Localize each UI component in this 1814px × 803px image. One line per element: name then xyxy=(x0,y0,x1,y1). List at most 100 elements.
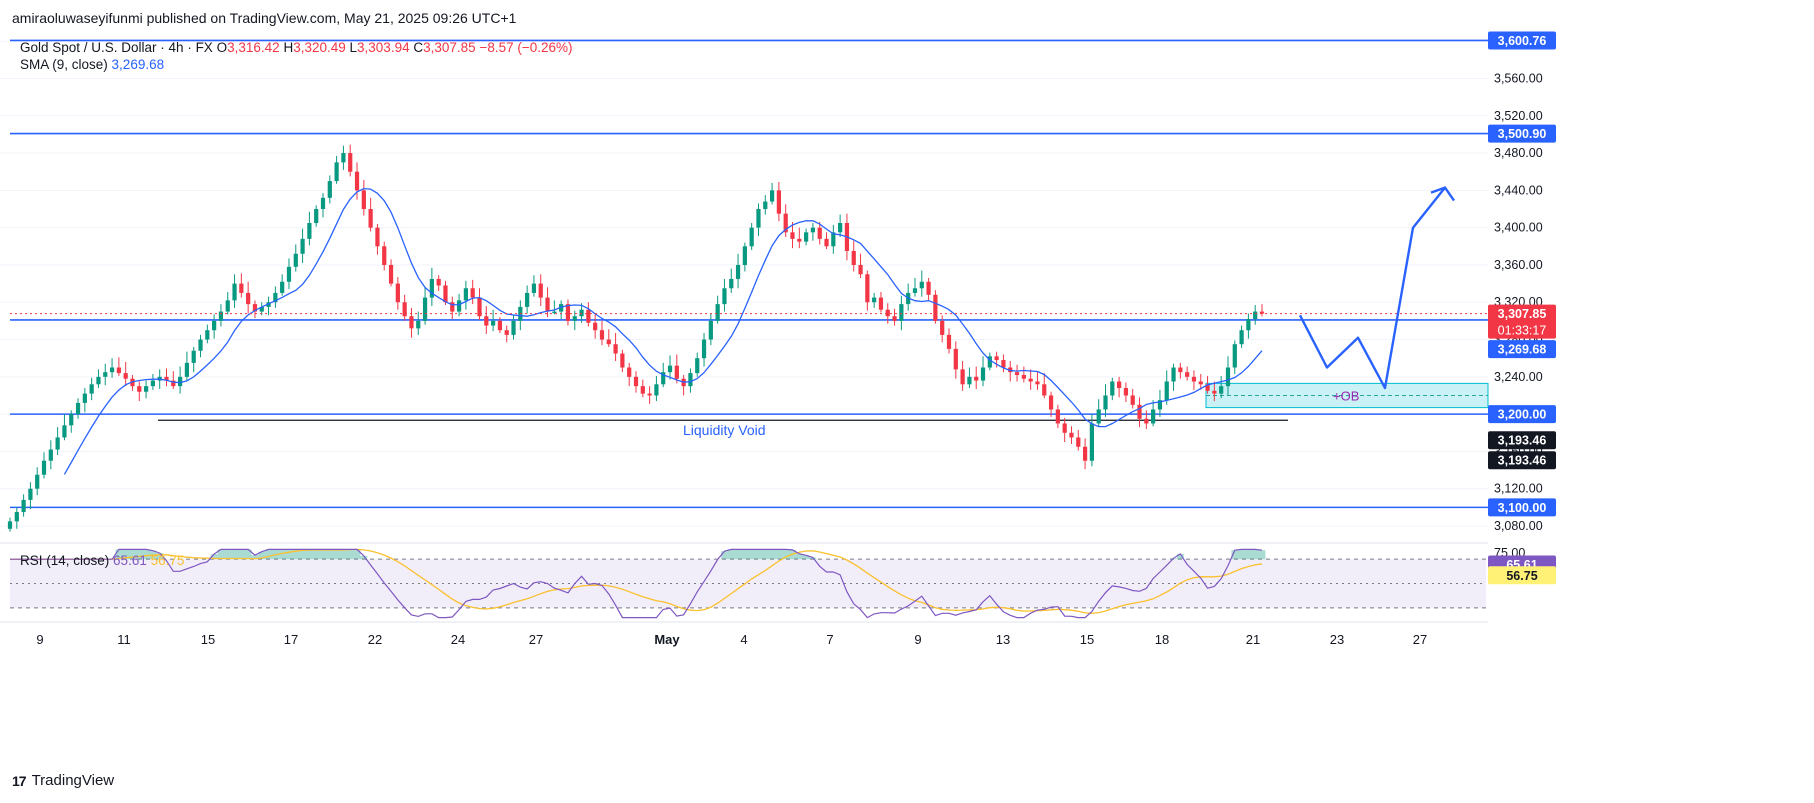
horizontal-levels[interactable] xyxy=(10,39,1488,509)
candle-body xyxy=(388,264,394,284)
candle-body xyxy=(477,297,482,317)
change-value: −8.57 (−0.26%) xyxy=(479,40,573,55)
time-tick: 13 xyxy=(996,632,1010,647)
projection-path[interactable] xyxy=(1298,186,1446,390)
candle-body xyxy=(218,311,224,321)
price-tick: 3,440.00 xyxy=(1494,183,1543,197)
tradingview-logo[interactable]: 17 TradingView xyxy=(12,772,114,789)
candle-body xyxy=(790,232,795,239)
time-tick: 24 xyxy=(451,632,465,647)
price-tick: 3,240.00 xyxy=(1494,370,1543,384)
candle-body xyxy=(783,213,788,233)
ob-label: +OB xyxy=(1333,388,1359,403)
candle-body xyxy=(933,294,938,321)
candle-body xyxy=(872,297,877,303)
time-tick: 27 xyxy=(529,632,543,647)
sma-value: 3,269.68 xyxy=(111,57,165,72)
time-axis[interactable]: 9 11 15 17 22 24 27 May 4 7 9 13 15 18 21 23 27 xyxy=(36,632,1427,647)
rsi-pane[interactable] xyxy=(10,548,1486,619)
candle-body xyxy=(593,322,598,331)
candle-body xyxy=(1035,381,1040,385)
candle-body xyxy=(1157,400,1163,410)
candle-body xyxy=(579,309,584,317)
candle-body xyxy=(75,402,81,415)
candle-body xyxy=(1178,367,1183,373)
liquidity-void-label: Liquidity Void xyxy=(683,422,766,438)
candle-body xyxy=(422,297,428,321)
candle-body xyxy=(252,304,258,312)
time-tick: May xyxy=(654,632,680,647)
candle-body xyxy=(225,300,230,312)
time-tick: 17 xyxy=(284,632,298,647)
symbol-legend[interactable]: Gold Spot / U.S. Dollar · 4h · FX O3,316… xyxy=(20,40,573,55)
candle-body xyxy=(246,292,251,305)
candle-body xyxy=(1096,409,1101,424)
sma-legend[interactable]: SMA (9, close) 3,269.68 xyxy=(20,57,164,72)
candle-body xyxy=(137,386,142,392)
open-label: O xyxy=(216,40,228,55)
price-tick: 3,560.00 xyxy=(1494,71,1543,85)
candle-body xyxy=(606,339,611,345)
candle-body xyxy=(810,227,816,233)
candle-body xyxy=(28,488,33,500)
candle-body xyxy=(1130,395,1135,405)
rsi-line xyxy=(10,548,1263,619)
candle-body xyxy=(627,367,632,377)
candle-body xyxy=(1021,374,1026,379)
candle-body xyxy=(300,238,305,254)
candle-body xyxy=(1259,311,1265,314)
candle-body xyxy=(620,353,625,368)
candle-body xyxy=(341,153,346,163)
candle-body xyxy=(1110,381,1115,396)
candle-body xyxy=(722,288,727,305)
candle-body xyxy=(565,304,571,321)
rsi-overbought-fill xyxy=(115,549,1266,560)
candle-body xyxy=(803,232,809,242)
candle-body xyxy=(375,227,380,247)
candle-body xyxy=(1116,381,1122,389)
candle-body xyxy=(497,320,503,331)
candle-body xyxy=(525,292,530,307)
last-price-tag-countdown: 01:33:17 xyxy=(1498,324,1547,338)
candle-body xyxy=(354,171,360,191)
candle-body xyxy=(82,393,87,403)
candle-body xyxy=(1055,409,1060,424)
level-tag: 3,200.00 xyxy=(1498,408,1547,422)
candle-body xyxy=(259,306,264,312)
candle-body xyxy=(892,316,897,321)
liquidity-tag: 3,193.46 xyxy=(1498,434,1547,448)
candle-body xyxy=(763,201,768,210)
candle-body xyxy=(1069,432,1074,438)
candle-body xyxy=(334,162,339,182)
candle-body xyxy=(674,365,679,379)
candle-body xyxy=(280,281,285,293)
rsi-legend[interactable]: RSI (14, close) 65.61 56.75 xyxy=(20,553,184,568)
low-label: L xyxy=(349,40,358,55)
time-tick: 7 xyxy=(826,632,833,647)
candle-body xyxy=(177,376,183,387)
candle-body xyxy=(41,460,47,475)
candle-body xyxy=(1001,360,1006,368)
candle-body xyxy=(470,288,475,298)
candle-body xyxy=(1239,330,1244,345)
candle-body xyxy=(409,316,414,329)
rsi-ma-tag: 56.75 xyxy=(1506,569,1537,583)
candle-body xyxy=(545,297,550,312)
candle-body xyxy=(1137,404,1142,419)
candle-body xyxy=(402,302,407,317)
candle-body xyxy=(1062,423,1067,433)
sma-label: SMA (9, close) xyxy=(20,57,108,72)
candle-body xyxy=(307,222,312,239)
level-tag: 3,500.90 xyxy=(1498,127,1547,141)
candle-body xyxy=(756,209,761,228)
liquidity-tag-box xyxy=(1488,431,1556,450)
level-tag-box xyxy=(1488,498,1556,517)
candle-body xyxy=(429,278,434,298)
candle-body xyxy=(320,197,326,210)
price-axis[interactable]: 3,080.003,120.003,160.003,200.003,240.00… xyxy=(1494,34,1543,560)
candle-body xyxy=(735,264,741,279)
candle-body xyxy=(504,330,509,335)
candle-body xyxy=(205,330,210,340)
candle-body xyxy=(490,320,496,326)
